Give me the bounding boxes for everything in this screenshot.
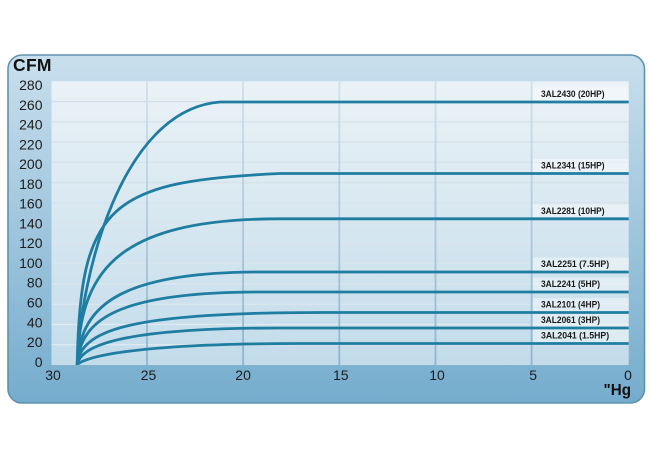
svg-text:120: 120 <box>19 235 43 251</box>
svg-text:160: 160 <box>19 196 43 212</box>
svg-text:25: 25 <box>141 367 157 383</box>
svg-text:40: 40 <box>27 314 43 330</box>
svg-text:80: 80 <box>27 275 43 291</box>
svg-text:15: 15 <box>333 367 349 383</box>
svg-text:0: 0 <box>35 354 43 370</box>
svg-text:3AL2251 (7.5HP): 3AL2251 (7.5HP) <box>541 259 609 270</box>
svg-text:180: 180 <box>19 176 43 192</box>
svg-text:0: 0 <box>624 367 632 383</box>
svg-text:140: 140 <box>19 215 43 231</box>
svg-text:3AL2430 (20HP): 3AL2430 (20HP) <box>541 89 605 100</box>
svg-text:10: 10 <box>429 367 445 383</box>
svg-text:3AL2101 (4HP): 3AL2101 (4HP) <box>541 300 600 311</box>
svg-text:260: 260 <box>19 97 43 113</box>
svg-text:3AL2041 (1.5HP): 3AL2041 (1.5HP) <box>541 331 609 342</box>
svg-text:30: 30 <box>45 367 61 383</box>
svg-text:240: 240 <box>19 117 43 133</box>
svg-text:"Hg: "Hg <box>604 382 632 399</box>
svg-text:200: 200 <box>19 156 43 172</box>
svg-text:3AL2341 (15HP): 3AL2341 (15HP) <box>541 161 605 172</box>
svg-text:280: 280 <box>19 77 43 93</box>
svg-text:220: 220 <box>19 136 43 152</box>
svg-text:3AL2241 (5HP): 3AL2241 (5HP) <box>541 279 600 290</box>
svg-text:20: 20 <box>27 334 43 350</box>
svg-text:3AL2281 (10HP): 3AL2281 (10HP) <box>541 206 605 217</box>
svg-text:60: 60 <box>27 295 43 311</box>
svg-text:5: 5 <box>529 367 537 383</box>
svg-text:20: 20 <box>235 367 251 383</box>
svg-text:CFM: CFM <box>13 55 52 75</box>
svg-text:100: 100 <box>19 255 43 271</box>
svg-text:3AL2061 (3HP): 3AL2061 (3HP) <box>541 315 600 326</box>
